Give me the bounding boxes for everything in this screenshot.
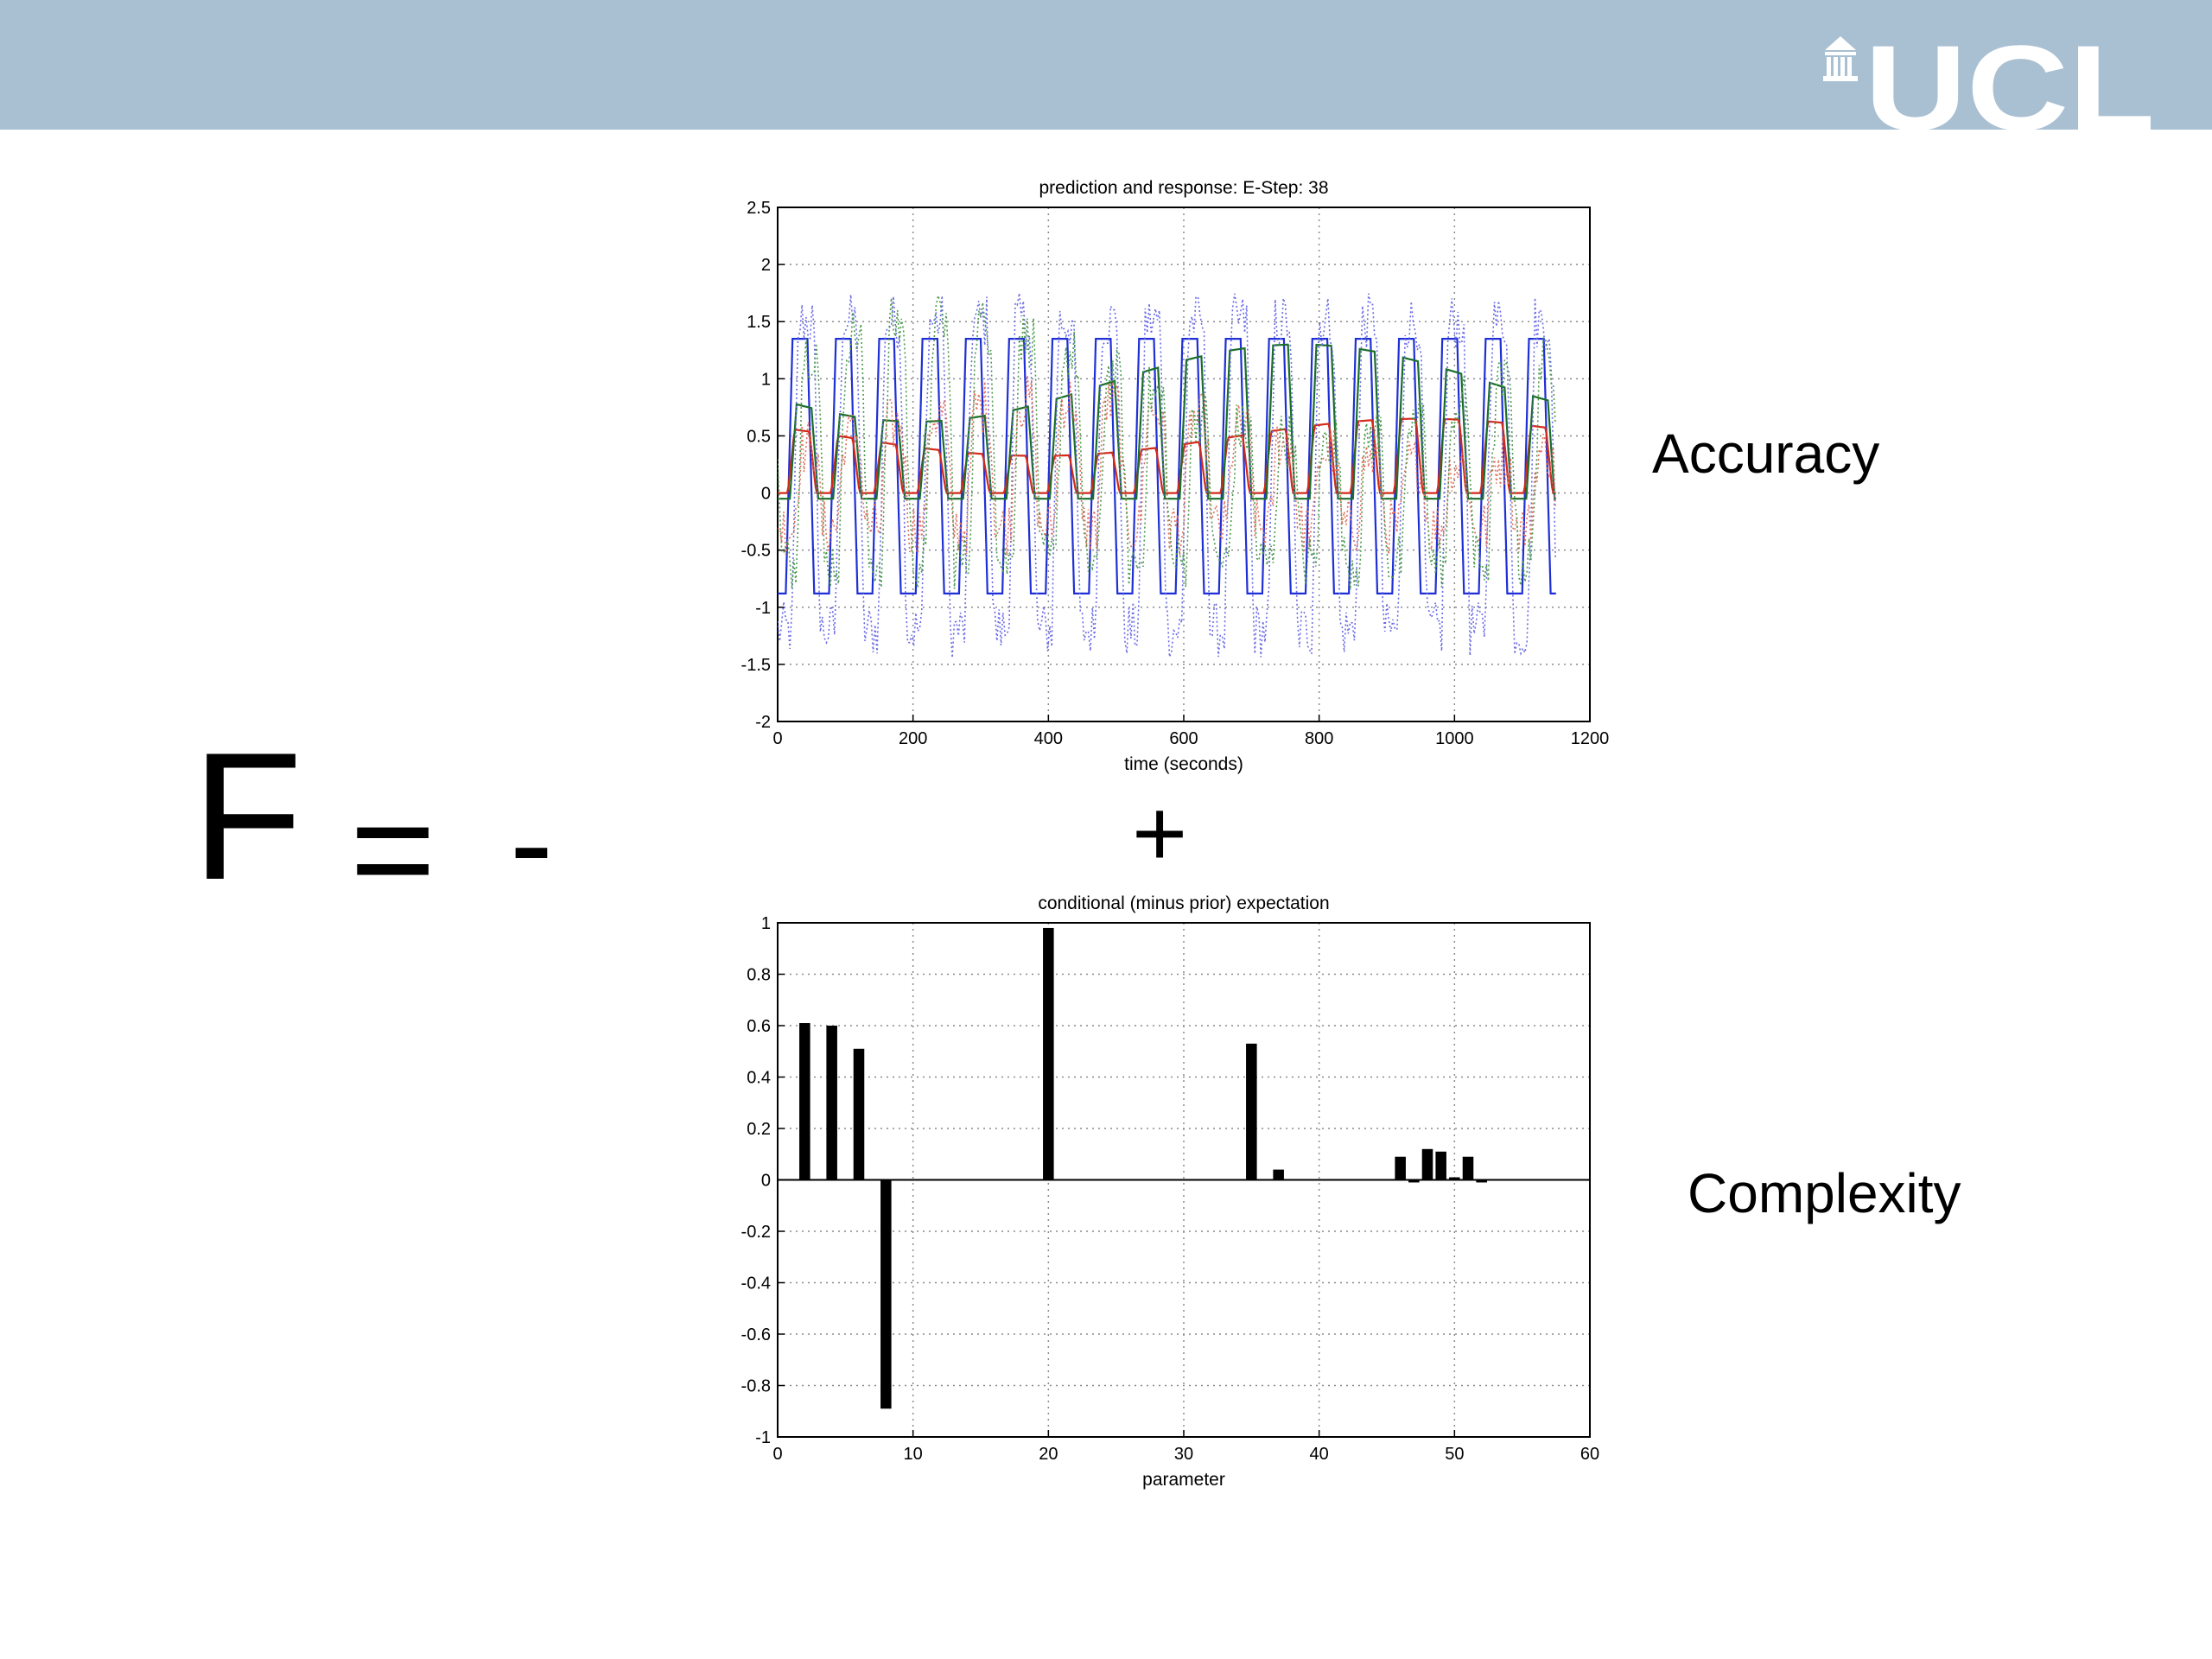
chart-title: prediction and response: E-Step: 38 — [1039, 178, 1328, 198]
equation-minus: - — [510, 770, 553, 915]
y-tick-label: 2 — [761, 256, 771, 275]
x-tick-label: 400 — [1034, 729, 1063, 748]
x-axis-label: time (seconds) — [1124, 754, 1243, 774]
equation-equals: = — [350, 767, 436, 931]
equation-f: F — [192, 715, 303, 918]
accuracy-label: Accuracy — [1652, 423, 1880, 485]
ucl-logo: UCL — [1823, 33, 2155, 130]
y-tick-label: 0.5 — [747, 427, 771, 446]
y-tick-label: -1.5 — [741, 656, 771, 675]
y-tick-label: 1 — [761, 370, 771, 389]
ucl-logo-text: UCL — [1865, 33, 2155, 130]
x-tick-label: 600 — [1169, 729, 1198, 748]
series-line-5 — [778, 295, 1556, 590]
x-tick-label: 0 — [772, 729, 782, 748]
y-tick-label: 0 — [761, 485, 771, 504]
complexity-label: Complexity — [1688, 1162, 1961, 1224]
y-tick-label: 2.5 — [747, 199, 771, 218]
equation-plus: + — [1132, 780, 1188, 887]
y-tick-label: 1.5 — [747, 313, 771, 332]
series-line-3 — [778, 293, 1556, 658]
x-tick-label: 1000 — [1435, 729, 1474, 748]
y-tick-label: -0.5 — [741, 542, 771, 561]
x-tick-label: 1200 — [1571, 729, 1610, 748]
y-tick-label: -2 — [755, 713, 771, 732]
header-banner: UCL — [0, 0, 2212, 130]
y-tick-label: -1 — [755, 599, 771, 618]
x-tick-label: 200 — [899, 729, 927, 748]
portico-icon — [1823, 36, 1858, 81]
x-tick-label: 800 — [1305, 729, 1333, 748]
